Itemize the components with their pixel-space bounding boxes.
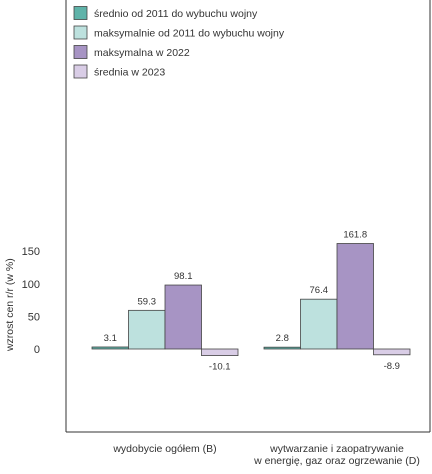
legend-label: maksymalna w 2022 xyxy=(94,47,190,59)
legend-swatch xyxy=(73,25,88,40)
bars: 3.1 2.8 59.3 76.4 98.1 161.8 -10.1 -8.9 xyxy=(91,230,411,373)
bar xyxy=(336,243,374,350)
y-tick-label: 0 xyxy=(34,344,40,356)
x-tick-label: w energię, gaz oraz ogrzewanie (D) xyxy=(253,455,420,467)
y-tick-label: 50 xyxy=(28,311,40,323)
x-tick-label: wydobycie ogółem (B) xyxy=(112,443,216,455)
data-label: 3.1 xyxy=(104,333,117,344)
bar xyxy=(164,284,202,350)
data-label: 76.4 xyxy=(310,285,329,296)
y-tick-label: 100 xyxy=(22,279,40,291)
legend-label: średnio od 2011 do wybuchu wojny xyxy=(94,8,258,20)
legend-swatch xyxy=(73,6,88,20)
data-label: 98.1 xyxy=(174,271,193,282)
data-label: 2.8 xyxy=(276,333,289,344)
legend-swatch xyxy=(73,64,88,79)
bar xyxy=(128,309,166,350)
data-label: 161.8 xyxy=(343,230,367,241)
bar xyxy=(201,348,239,356)
x-tick-label: wytwarzanie i zaopatrywanie xyxy=(269,443,404,455)
bar xyxy=(263,346,301,350)
legend-label: średnia w 2023 xyxy=(94,67,165,79)
bar xyxy=(91,346,129,350)
x-axis: wydobycie ogółem (B) wytwarzanie i zaopat… xyxy=(66,0,431,467)
data-label: -10.1 xyxy=(209,362,231,373)
data-label: 59.3 xyxy=(138,296,157,307)
y-tick-label: 150 xyxy=(22,246,40,258)
bar xyxy=(373,348,411,356)
data-label: -8.9 xyxy=(384,361,400,372)
bar xyxy=(300,298,338,350)
legend: średnio od 2011 do wybuchu wojny maksymal… xyxy=(73,6,285,79)
legend-swatch xyxy=(73,45,88,59)
y-axis: 0 50 100 150 wzrost cen r/r (w %) xyxy=(4,0,67,432)
y-axis-title: wzrost cen r/r (w %) xyxy=(4,258,16,352)
legend-label: maksymalnie od 2011 do wybuchu wojny xyxy=(94,28,285,40)
